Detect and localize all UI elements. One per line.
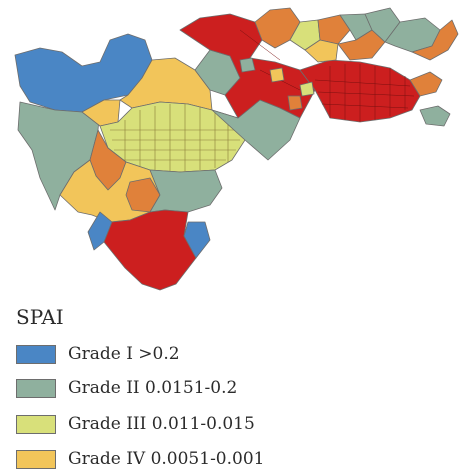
region-orange-east-peninsula xyxy=(409,71,443,97)
legend-item-grade-1: Grade I >0.2 xyxy=(16,343,180,365)
district-map xyxy=(14,7,459,291)
region-west-yellow xyxy=(81,99,121,127)
region-yellow-city-4 xyxy=(269,67,285,83)
region-orange-north-2 xyxy=(317,14,351,45)
region-red-south xyxy=(103,209,197,291)
legend-title: SPAI xyxy=(16,305,64,329)
legend-swatch-grade-2 xyxy=(16,378,56,398)
legend-item-grade-3: Grade III 0.011-0.015 xyxy=(16,413,255,435)
region-orange-city-2 xyxy=(287,95,303,111)
legend-item-grade-4: Grade IV 0.0051-0.001 xyxy=(16,448,264,470)
region-yellow-north-4 xyxy=(304,39,339,63)
legend-label-grade-4: Grade IV 0.0051-0.001 xyxy=(68,449,265,469)
region-blue-south-east xyxy=(183,221,211,259)
region-green-south xyxy=(149,169,223,213)
region-orange-far-east xyxy=(411,19,459,61)
region-green-east-island xyxy=(419,105,451,127)
region-green-city-3 xyxy=(239,57,256,73)
region-yellow-city-1 xyxy=(299,81,315,97)
legend-label-grade-1: Grade I >0.2 xyxy=(68,344,180,364)
legend-swatch-grade-4 xyxy=(16,449,56,469)
city-street-texture xyxy=(239,29,415,122)
legend-item-grade-2: Grade II 0.0151-0.2 xyxy=(16,377,237,399)
legend-swatch-grade-1 xyxy=(16,344,56,364)
legend-label-grade-3: Grade III 0.011-0.015 xyxy=(68,414,255,434)
legend-label-grade-2: Grade II 0.0151-0.2 xyxy=(68,378,238,398)
legend-swatch-grade-3 xyxy=(16,414,56,434)
